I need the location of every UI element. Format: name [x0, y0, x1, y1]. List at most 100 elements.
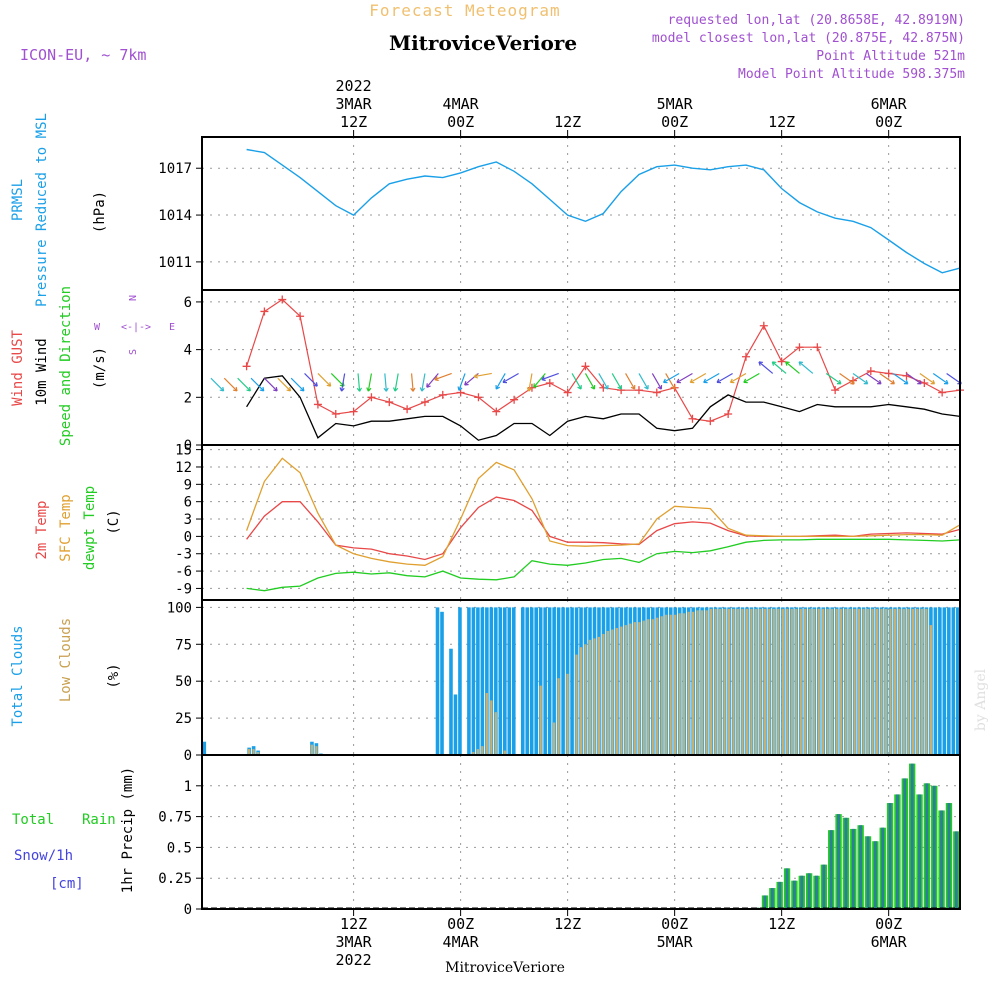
precip-inner-bar [947, 803, 951, 909]
compass-n: N [128, 295, 139, 301]
top-time-label: 12Z [554, 113, 581, 131]
wind-arrow [852, 372, 869, 385]
wind-arrow [703, 372, 720, 384]
total-cloud-bar [942, 607, 947, 755]
total-cloud-bar [471, 607, 476, 755]
closest-coords: model closest lon,lat (20.875E, 42.875N) [652, 31, 965, 46]
wind-arrow [339, 373, 346, 392]
total-cloud-bar [503, 607, 507, 755]
y-tick-label: 1011 [158, 255, 192, 271]
wind-arrow [356, 373, 363, 392]
precip-inner-bar [881, 827, 885, 909]
wind-arrow [729, 372, 747, 384]
total-cloud-bar [202, 741, 207, 755]
model-name: ICON-EU, ~ 7km [20, 46, 146, 64]
low-cloud-bar [669, 614, 672, 755]
y-tick-label: 1017 [158, 161, 192, 177]
p4-name2: Low Clouds [58, 618, 74, 702]
wind-arrow [906, 372, 922, 385]
low-cloud-bar [768, 608, 771, 755]
total-cloud-bar [435, 607, 440, 755]
gust-marker [492, 407, 501, 416]
panel-frame-1 [201, 136, 961, 291]
gust-marker [385, 398, 394, 407]
gust-marker [474, 393, 483, 402]
precip-inner-bar [954, 831, 958, 909]
low-cloud-bar [831, 608, 834, 755]
low-cloud-bar [822, 608, 825, 755]
low-cloud-bar [727, 608, 731, 755]
dewpoint-line [246, 538, 961, 592]
gust-marker [296, 312, 305, 321]
precip-inner-bar [866, 836, 870, 909]
low-cloud-bar [597, 636, 601, 755]
low-cloud-bar [786, 608, 789, 755]
low-cloud-bar [844, 608, 847, 755]
wind-arrow [290, 377, 305, 392]
wind-arrow [250, 377, 265, 392]
low-cloud-bar [826, 608, 829, 755]
wind-arrow [210, 377, 225, 392]
top-time-label: 00Z [447, 113, 474, 131]
low-cloud-bar [696, 610, 699, 755]
t2m-line [246, 496, 961, 561]
low-cloud-bar [911, 608, 915, 755]
total-cloud-bar [498, 607, 503, 755]
wind-arrow [892, 372, 909, 385]
p1-name1: PRMSL [10, 179, 26, 221]
precip-inner-bar [925, 783, 929, 909]
low-cloud-bar [256, 752, 260, 755]
wind-arrow [410, 373, 416, 392]
y-tick-label: 6 [184, 495, 192, 511]
wind-arrow [771, 361, 787, 374]
wind-arrow [541, 372, 559, 382]
low-cloud-bar [875, 608, 879, 755]
compass-rose: N S W E <-|-> [94, 295, 175, 355]
p1-unit: (hPa) [92, 191, 108, 233]
panel-frame-5 [201, 754, 961, 910]
bottom-time-label: 00Z [661, 915, 688, 933]
low-cloud-bar [566, 673, 569, 755]
low-cloud-bar [709, 608, 713, 755]
y-tick-label: 15 [175, 443, 192, 459]
wind-arrow [533, 373, 546, 388]
gust-marker [278, 295, 287, 304]
gust-marker [438, 390, 447, 399]
y-tick-label: 0 [184, 748, 192, 764]
low-cloud-bar [310, 744, 314, 755]
gust-marker [795, 343, 804, 352]
low-cloud-bar [902, 608, 906, 755]
low-cloud-bar [795, 608, 798, 755]
total-cloud-bar [570, 607, 574, 755]
p5-name1b: Rain [82, 812, 116, 828]
low-cloud-bar [494, 712, 497, 755]
total-cloud-bar [507, 607, 512, 755]
low-cloud-bar [629, 623, 632, 755]
low-cloud-bar [678, 613, 681, 755]
low-cloud-bar [557, 678, 560, 755]
total-cloud-bar [534, 607, 538, 755]
total-cloud-bar [494, 607, 498, 755]
low-cloud-bar [804, 608, 807, 755]
bottom-time-label: 6MAR [871, 933, 908, 951]
precip-inner-bar [785, 868, 789, 909]
panel-frame-2 [201, 289, 961, 446]
low-cloud-bar [759, 608, 762, 755]
y-tick-label: 1014 [158, 208, 192, 224]
gust-marker [331, 410, 340, 418]
p3-name2: SFC Temp [58, 494, 74, 561]
total-cloud-bar [552, 607, 556, 755]
low-cloud-bar [588, 639, 592, 755]
wind-arrow [638, 373, 649, 390]
model-altitude: Model Point Altitude 598.375m [738, 67, 965, 82]
y-tick-label: 0.25 [158, 871, 192, 887]
wind-arrow [611, 373, 622, 390]
low-cloud-bar [750, 608, 753, 755]
precip-inner-bar [763, 895, 767, 909]
low-cloud-bar [472, 752, 475, 755]
p5-name1: Total [12, 812, 54, 828]
precip-inner-bar [792, 880, 796, 909]
gust-marker [920, 379, 929, 387]
total-cloud-bar [543, 607, 547, 755]
low-cloud-bar [700, 610, 704, 755]
